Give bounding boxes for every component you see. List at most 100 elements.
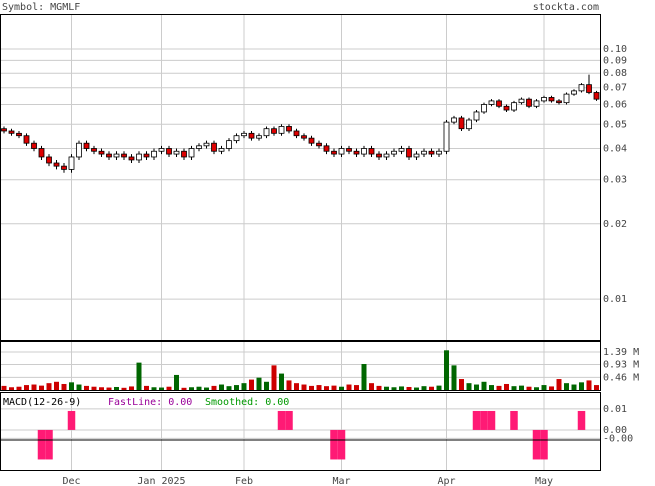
candle-body [473, 111, 480, 121]
volume-bar [54, 381, 59, 390]
candle-body [496, 100, 502, 107]
volume-bar [196, 386, 202, 390]
candle-body [248, 132, 255, 139]
candle-body [413, 153, 420, 158]
volume-bar [211, 385, 217, 390]
candle-body [128, 156, 135, 161]
candle-body [353, 150, 360, 155]
volume-bar [249, 379, 254, 390]
volume-bar [181, 387, 187, 390]
candle-body [571, 90, 577, 95]
macd-bar [330, 429, 338, 460]
volume-bar [241, 383, 247, 390]
x-tick-label: May [535, 476, 553, 486]
volume-bar [354, 385, 359, 390]
candle-body [368, 148, 375, 155]
y-tick-label: 0.08 [603, 68, 627, 79]
candle-body [76, 142, 82, 158]
volume-bar [166, 386, 172, 390]
candle-body [106, 153, 112, 158]
candle-body [98, 150, 105, 155]
volume-bar [114, 386, 119, 390]
volume-bar [489, 385, 494, 390]
volume-bar [151, 387, 157, 390]
candle-body [158, 148, 165, 152]
x-tick-label: Apr [437, 476, 455, 486]
candle-body [406, 148, 412, 158]
volume-bar [451, 365, 457, 390]
candle-body [218, 148, 225, 152]
candle-body [503, 105, 510, 111]
volume-bar [511, 386, 517, 390]
y-tick-label: 0.09 [603, 55, 627, 66]
volume-bar [526, 386, 532, 390]
candle-body [421, 150, 427, 155]
volume-bar [286, 380, 292, 390]
volume-bar [324, 386, 329, 390]
macd-bar [532, 429, 541, 460]
candle-body [143, 153, 150, 158]
candle-body [61, 165, 67, 170]
y-tick-label: 0.01 [603, 404, 627, 415]
volume-bar [444, 350, 449, 390]
volume-bar [264, 381, 269, 390]
y-tick-label: 0.93 M [603, 360, 639, 371]
candle-body [308, 137, 315, 144]
candle-body [226, 140, 232, 149]
volume-bar [256, 377, 262, 390]
candle-body [38, 148, 45, 158]
candle-body [23, 135, 30, 144]
volume-bar [564, 383, 569, 390]
candle-body [331, 150, 337, 155]
volume-bar [429, 386, 434, 390]
volume-bar [556, 379, 562, 390]
volume-bar [69, 382, 74, 390]
volume-bar [294, 383, 299, 390]
volume-bar [136, 362, 142, 390]
y-tick-label: 0.03 [603, 175, 627, 186]
volume-bar [504, 383, 509, 390]
volume-bar [414, 387, 419, 390]
candle-body [181, 150, 187, 158]
candle-body [323, 145, 330, 152]
candle-body [391, 150, 397, 155]
volume-bar [189, 387, 194, 390]
volume-bar [339, 386, 344, 390]
volume-bar [391, 387, 397, 390]
legend-smoothed: Smoothed: 0.00 [205, 397, 289, 408]
y-tick-label: 0.07 [603, 83, 627, 94]
candle-body [188, 148, 195, 158]
candle-body [113, 153, 120, 158]
volume-bar [106, 387, 112, 390]
candle-body [556, 100, 562, 104]
candle-body [293, 130, 300, 137]
candle-body [533, 100, 540, 107]
macd-bar [37, 429, 46, 460]
volume-bar [271, 365, 277, 390]
volume-bar [9, 387, 14, 390]
volume-bar [436, 385, 442, 390]
y-tick-label: -0.00 [603, 433, 633, 444]
volume-bar [586, 380, 592, 390]
candle-body [548, 97, 555, 102]
panel-frame [0, 14, 601, 341]
volume-bar [571, 384, 577, 390]
candle-body [458, 117, 465, 130]
candle-body [488, 100, 495, 105]
volume-bar [226, 386, 232, 390]
candle-body [511, 102, 517, 111]
x-tick-label: Feb [235, 476, 253, 486]
candle-body [346, 148, 352, 152]
volume-bar [204, 387, 209, 390]
x-tick-label: Jan 2025 [137, 476, 185, 486]
volume-bar [1, 385, 7, 390]
volume-bar [549, 386, 554, 390]
candle-body [563, 93, 570, 104]
volume-bar [579, 382, 584, 390]
candle-body [263, 128, 270, 137]
symbol: Symbol: MGMLF [2, 2, 80, 13]
candle-body [31, 142, 37, 149]
candle-body [151, 150, 157, 158]
macd-bar [480, 410, 488, 430]
